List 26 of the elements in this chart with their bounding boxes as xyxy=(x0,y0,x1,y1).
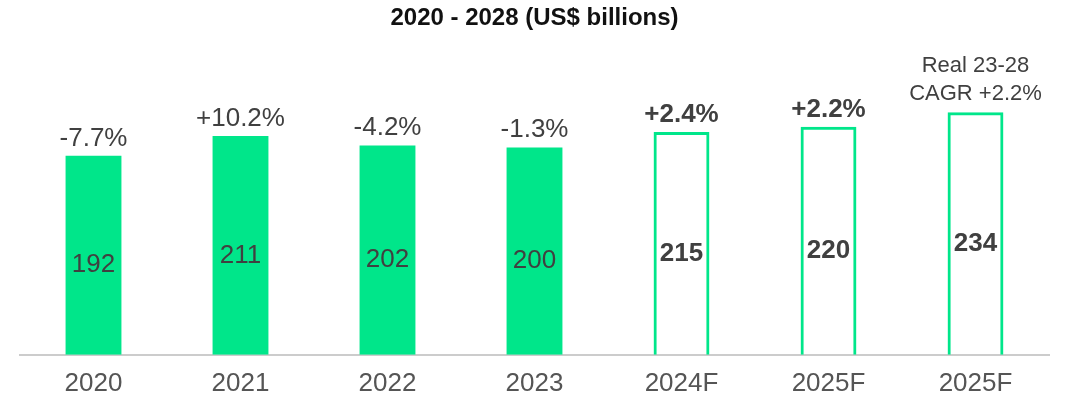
data-label: 200 xyxy=(512,244,557,275)
data-label: 192 xyxy=(71,248,116,279)
x-tick-label: 2025F xyxy=(938,366,1013,397)
annotation: -1.3% xyxy=(500,113,569,144)
x-tick-label: 2020 xyxy=(64,366,123,397)
chart-title: 2020 - 2028 (US$ billions) xyxy=(390,3,679,31)
data-label: 202 xyxy=(365,243,410,274)
annotation: +2.2% xyxy=(791,92,866,123)
bar xyxy=(506,147,563,355)
data-label: 234 xyxy=(953,226,998,257)
annotation: +10.2% xyxy=(196,102,285,133)
x-tick-label: 2023 xyxy=(505,366,564,397)
data-label: 220 xyxy=(806,233,851,264)
bar xyxy=(65,155,122,355)
x-tick-label: 2024F xyxy=(644,366,719,397)
annotation: -7.7% xyxy=(59,121,128,152)
bar xyxy=(359,145,416,355)
x-tick-label: 2021 xyxy=(211,366,270,397)
bar xyxy=(212,136,269,355)
data-label: 215 xyxy=(659,236,704,267)
annotation: +2.4% xyxy=(644,97,719,128)
text: Real 23-28 CAGR +2.2% xyxy=(909,52,1042,106)
annotation: -4.2% xyxy=(353,111,422,142)
x-tick-label: 2022 xyxy=(358,366,417,397)
data-label: 211 xyxy=(219,238,262,269)
x-tick-label: 2025F xyxy=(791,366,866,397)
